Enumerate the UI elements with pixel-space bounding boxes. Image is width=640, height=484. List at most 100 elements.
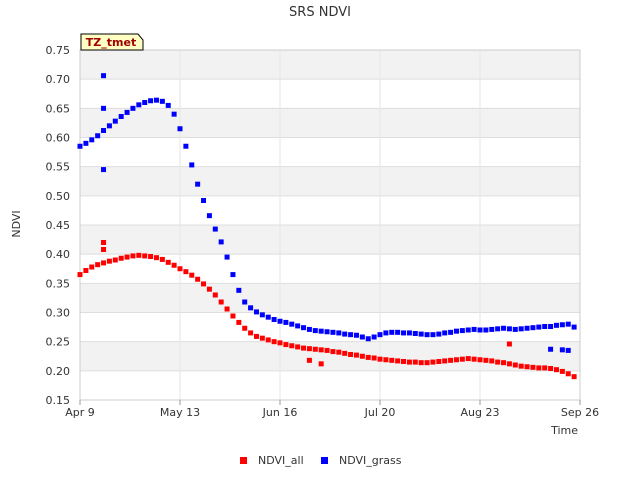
ndvi-grass-point xyxy=(501,325,507,331)
ndvi-all-point xyxy=(530,364,536,370)
ndvi-all-point xyxy=(271,339,277,345)
ndvi-grass-point xyxy=(518,326,524,332)
ndvi-grass-point xyxy=(365,336,371,342)
ndvi-all-point xyxy=(101,247,107,252)
plot-border xyxy=(79,49,581,401)
ndvi-grass-point xyxy=(353,332,359,338)
ndvi-all-point xyxy=(389,357,395,363)
ndvi-grass-point xyxy=(89,137,95,143)
ndvi-all-point xyxy=(330,349,336,355)
ndvi-all-point xyxy=(142,253,148,259)
ndvi-grass-point xyxy=(389,329,395,335)
ndvi-all-point xyxy=(212,292,218,298)
chart-title: SRS NDVI xyxy=(289,5,351,20)
ndvi-all-point xyxy=(318,347,324,353)
ndvi-grass-point xyxy=(112,118,118,124)
ndvi-all-point xyxy=(77,272,83,278)
ndvi-grass-point xyxy=(530,325,536,331)
ndvi-grass-point xyxy=(242,299,248,305)
ndvi-all-point xyxy=(148,254,154,259)
ndvi-all-point xyxy=(506,361,512,367)
ndvi-all-point xyxy=(559,368,565,374)
ndvi-all-point xyxy=(412,359,418,365)
series-badge: TZ_tmet xyxy=(80,33,144,51)
ndvi-all-point xyxy=(130,253,136,259)
ndvi-grass-point xyxy=(189,162,195,168)
ndvi-all-point xyxy=(224,306,230,312)
grid-band xyxy=(80,283,580,313)
ndvi-grass-point xyxy=(171,111,177,117)
y-tick-label: 0.55 xyxy=(46,161,71,174)
ndvi-grass-point xyxy=(565,321,571,327)
ndvi-all-point xyxy=(136,252,142,258)
x-tick-label: Aug 23 xyxy=(461,406,500,419)
ndvi-grass-point xyxy=(395,329,401,335)
ndvi-grass-point xyxy=(401,330,407,336)
ndvi-grass-point xyxy=(259,312,265,318)
ndvi-all-point xyxy=(430,359,436,365)
ndvi-all-point xyxy=(118,255,124,261)
ndvi-all-point xyxy=(83,268,89,273)
legend-swatch-ndvi-grass xyxy=(321,457,328,464)
ndvi-all-point xyxy=(177,266,183,272)
ndvi-all-point xyxy=(383,357,389,363)
ndvi-all-point xyxy=(101,240,107,245)
ndvi-grass-point xyxy=(195,181,201,187)
ndvi-grass-point xyxy=(436,331,442,337)
ndvi-grass-point xyxy=(548,324,554,329)
ndvi-all-point xyxy=(195,276,201,282)
ndvi-all-point xyxy=(353,352,359,358)
y-tick-label: 0.50 xyxy=(46,190,71,203)
ndvi-all-point xyxy=(253,333,259,339)
ndvi-grass-point xyxy=(548,346,554,352)
ndvi-all-point xyxy=(371,355,377,361)
ndvi-all-point xyxy=(236,319,242,325)
y-tick-label: 0.35 xyxy=(46,277,71,290)
ndvi-all-point xyxy=(477,357,483,363)
ndvi-all-point xyxy=(295,344,301,350)
ndvi-grass-point xyxy=(206,213,212,219)
ndvi-all-point xyxy=(159,256,165,262)
ndvi-grass-point xyxy=(559,322,565,328)
ndvi-grass-point xyxy=(271,317,277,322)
ndvi-grass-point xyxy=(183,143,189,149)
x-tick-label: Apr 9 xyxy=(65,406,95,419)
ndvi-grass-point xyxy=(153,97,159,103)
ndvi-all-point xyxy=(230,313,236,319)
ndvi-grass-point xyxy=(542,324,548,329)
ndvi-all-point xyxy=(124,254,130,260)
ndvi-grass-point xyxy=(101,167,107,173)
x-tick-label: Jun 16 xyxy=(262,406,298,419)
ndvi-all-point xyxy=(495,359,501,365)
ndvi-all-point xyxy=(95,262,101,268)
ndvi-grass-point xyxy=(142,100,148,105)
y-axis-label: NDVI xyxy=(10,210,23,237)
ndvi-all-point xyxy=(348,352,354,357)
ndvi-grass-point xyxy=(512,326,518,332)
ndvi-grass-point xyxy=(312,328,318,334)
ndvi-grass-point xyxy=(559,347,565,353)
ndvi-grass-point xyxy=(442,330,448,336)
ndvi-grass-point xyxy=(277,318,283,324)
badge-shape xyxy=(80,33,144,51)
ndvi-all-point xyxy=(512,362,518,368)
ndvi-all-point xyxy=(242,325,248,331)
ndvi-all-point xyxy=(301,345,307,351)
ndvi-grass-point xyxy=(412,331,418,336)
ndvi-grass-point xyxy=(536,324,542,330)
ndvi-grass-point xyxy=(553,322,559,328)
grid-band xyxy=(80,50,580,80)
ndvi-grass-point xyxy=(83,140,89,146)
ndvi-grass-point xyxy=(306,326,312,332)
ndvi-grass-point xyxy=(418,331,424,337)
ndvi-grass-point xyxy=(218,239,224,245)
ndvi-all-point xyxy=(153,255,159,261)
ndvi-all-point xyxy=(442,358,448,364)
ndvi-all-point xyxy=(312,346,318,352)
y-tick-label: 0.65 xyxy=(46,102,71,115)
ndvi-grass-point xyxy=(477,327,483,333)
ndvi-all-point xyxy=(377,356,383,362)
ndvi-all-point xyxy=(365,354,371,360)
ndvi-all-point xyxy=(524,364,530,370)
